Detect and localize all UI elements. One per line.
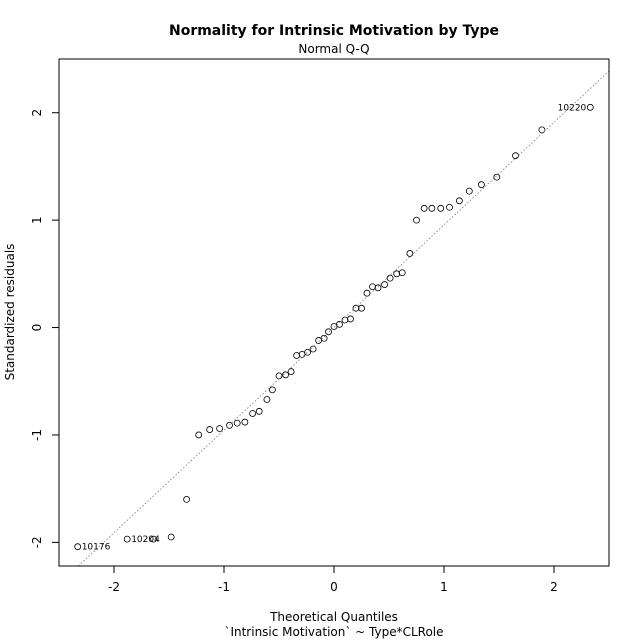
data-point (363, 289, 371, 297)
data-point (493, 173, 501, 181)
data-point (216, 425, 224, 432)
qq-reference-line (78, 70, 610, 567)
chart-subtitle: Normal Q-Q (298, 42, 369, 56)
data-point (287, 368, 295, 375)
data-point (325, 328, 332, 336)
data-point (406, 250, 414, 257)
data-point (293, 352, 301, 359)
point-labels-layer: 10220 10176 10204 (82, 103, 587, 552)
y-tick-label: 1 (30, 216, 44, 224)
data-point (477, 181, 485, 189)
data-point (586, 103, 594, 111)
x-tick-label: 0 (330, 580, 338, 594)
data-point (374, 284, 382, 292)
data-point (336, 320, 343, 328)
data-point (455, 197, 463, 205)
plot-frame (58, 58, 610, 567)
data-point (241, 418, 249, 426)
data-point (413, 216, 420, 224)
data-point (233, 419, 241, 427)
data-point (268, 386, 276, 394)
y-tick-label: 0 (30, 324, 44, 332)
data-point (263, 396, 271, 403)
data-point (358, 304, 365, 312)
reference-line-layer (78, 70, 610, 567)
x-tick-label: 2 (550, 580, 558, 594)
data-point (428, 204, 436, 212)
data-point (309, 345, 317, 353)
data-point (347, 315, 354, 323)
data-point (282, 371, 290, 379)
y-tick-label: 2 (30, 109, 44, 117)
data-point (150, 535, 158, 543)
y-axis-label: Standardized residuals (3, 244, 17, 381)
data-point (320, 334, 328, 342)
data-point (446, 203, 453, 211)
data-point (167, 533, 175, 541)
data-point (352, 304, 360, 312)
point-label: 10204 (131, 535, 160, 545)
data-point (386, 274, 394, 282)
data-point (512, 152, 519, 160)
y-axis: -2 -1 0 1 2 (30, 109, 59, 548)
data-point (369, 283, 376, 291)
data-point (398, 269, 406, 277)
data-point (249, 410, 257, 417)
data-point (315, 337, 323, 344)
y-tick-label: -2 (30, 536, 44, 548)
data-point (341, 316, 349, 324)
x-axis: -2 -1 0 1 2 (108, 566, 558, 594)
data-point (255, 407, 263, 415)
x-tick-label: -1 (218, 580, 230, 594)
data-point (183, 496, 191, 503)
y-tick-label: -1 (30, 429, 44, 441)
data-point (381, 281, 389, 288)
data-point (465, 187, 473, 195)
x-axis-sublabel: `Intrinsic Motivation` ~ Type*CLRole (224, 625, 443, 639)
data-point (226, 421, 233, 429)
data-point (393, 270, 401, 278)
data-point (123, 535, 131, 543)
data-point (437, 204, 445, 212)
data-point (330, 323, 338, 330)
data-point (298, 350, 306, 358)
data-point (74, 543, 82, 551)
data-point (195, 431, 203, 439)
x-tick-label: -2 (108, 580, 120, 594)
chart-title: Normality for Intrinsic Motivation by Ty… (169, 23, 499, 39)
points-layer (74, 103, 594, 551)
point-label: 10176 (82, 543, 111, 553)
data-point (275, 372, 283, 380)
data-point (420, 204, 428, 212)
point-label: 10220 (558, 103, 587, 113)
x-axis-label: Theoretical Quantiles (269, 610, 398, 624)
data-point (538, 126, 546, 134)
x-tick-label: 1 (440, 580, 448, 594)
data-point (206, 426, 214, 433)
data-point (304, 348, 312, 356)
